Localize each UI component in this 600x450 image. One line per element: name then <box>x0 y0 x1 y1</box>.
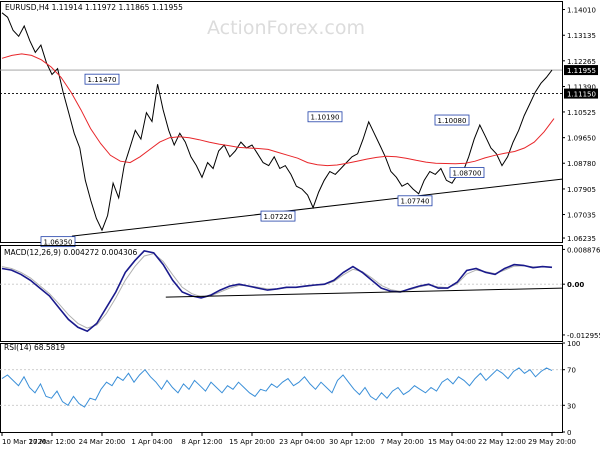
y-tick-label: 1.12265 <box>567 58 596 66</box>
support-trendline <box>71 178 563 237</box>
rsi-title: RSI(14) 68.5819 <box>4 343 65 352</box>
y-tick-label: 1.09650 <box>567 135 596 143</box>
price-annotation-label: 1.07220 <box>264 213 293 221</box>
moving-average-line <box>1 53 555 167</box>
current-price-tag <box>564 65 598 76</box>
price-annotation-label: 1.07740 <box>401 198 430 206</box>
price-title: EURUSD,H4 1.11914 1.11972 1.11865 1.1195… <box>5 3 183 12</box>
hline-tag <box>564 88 598 99</box>
price-annotation-box <box>449 167 485 178</box>
y-tick-label: 0.008876 <box>567 246 600 254</box>
y-tick-label: 1.08780 <box>567 160 596 168</box>
x-tick-label: 23 Apr 04:00 <box>279 438 325 446</box>
price-annotation-box <box>397 195 433 207</box>
price-annotation-label: 1.08700 <box>453 169 482 177</box>
y-tick-label: 1.06235 <box>567 235 596 243</box>
x-tick-label: 30 Apr 12:00 <box>329 438 375 446</box>
y-tick-label: 30 <box>567 402 576 410</box>
x-tick-label: 24 Mar 20:00 <box>79 438 126 446</box>
y-tick-label: 1.10525 <box>567 109 596 117</box>
x-tick-label: 29 May 20:00 <box>528 438 576 446</box>
x-tick-label: 15 Apr 20:00 <box>229 438 275 446</box>
current-price-label: 1.11955 <box>567 67 596 75</box>
panel-frame <box>0 343 563 433</box>
price-annotation-label: 1.10080 <box>438 117 467 125</box>
x-tick-label: 1 Apr 04:00 <box>131 438 172 446</box>
price-annotation-label: 1.11470 <box>88 76 117 84</box>
price-annotation-label: 1.10190 <box>311 114 340 122</box>
macd-panel: 0.008876 0.00 -0.012955 <box>0 245 600 342</box>
x-tick-label: 7 May 20:00 <box>380 438 424 446</box>
price-annotation-box <box>434 114 470 126</box>
macd-title: MACD(12,26,9) 0.004272 0.004306 <box>4 248 138 257</box>
y-tick-label: 1.11390 <box>567 84 596 92</box>
panel-frame <box>0 245 563 342</box>
price-annotation-label: 1.06350 <box>44 238 73 246</box>
x-tick-label: 15 May 04:00 <box>428 438 476 446</box>
y-tick-label: 1.13135 <box>567 32 596 40</box>
x-tick-label: 17 Mar 12:00 <box>29 438 76 446</box>
y-tick-label: 1.07035 <box>567 212 596 220</box>
panel-frame <box>0 1 563 243</box>
y-tick-label: 70 <box>567 367 576 375</box>
price-annotation-box <box>84 73 120 85</box>
macd-trendline <box>165 287 563 298</box>
y-tick-label: 1.07905 <box>567 186 596 194</box>
y-tick-label: 0 <box>567 429 571 437</box>
rsi-panel: 100 70 30 0 <box>0 340 580 437</box>
price-annotation-box <box>260 210 296 222</box>
x-tick-label: 22 May 12:00 <box>478 438 526 446</box>
x-tick-label: 8 Apr 12:00 <box>181 438 222 446</box>
price-annotation-box <box>307 111 343 123</box>
price-panel: 1.14010 1.13135 1.12265 1.11390 1.10525 1.096… <box>0 1 598 248</box>
y-tick-label: 0.00 <box>567 281 584 289</box>
watermark: ActionForex.com <box>207 17 365 39</box>
macd-line <box>1 250 553 333</box>
y-tick-label: 1.14010 <box>567 7 596 15</box>
y-tick-label: -0.012955 <box>567 332 600 340</box>
hline-label: 1.11150 <box>567 91 596 99</box>
x-tick-label: 10 Mar 2020 <box>2 438 46 446</box>
y-tick-label: 100 <box>567 340 580 348</box>
rsi-line <box>1 367 553 408</box>
price-annotation-box <box>40 236 76 248</box>
